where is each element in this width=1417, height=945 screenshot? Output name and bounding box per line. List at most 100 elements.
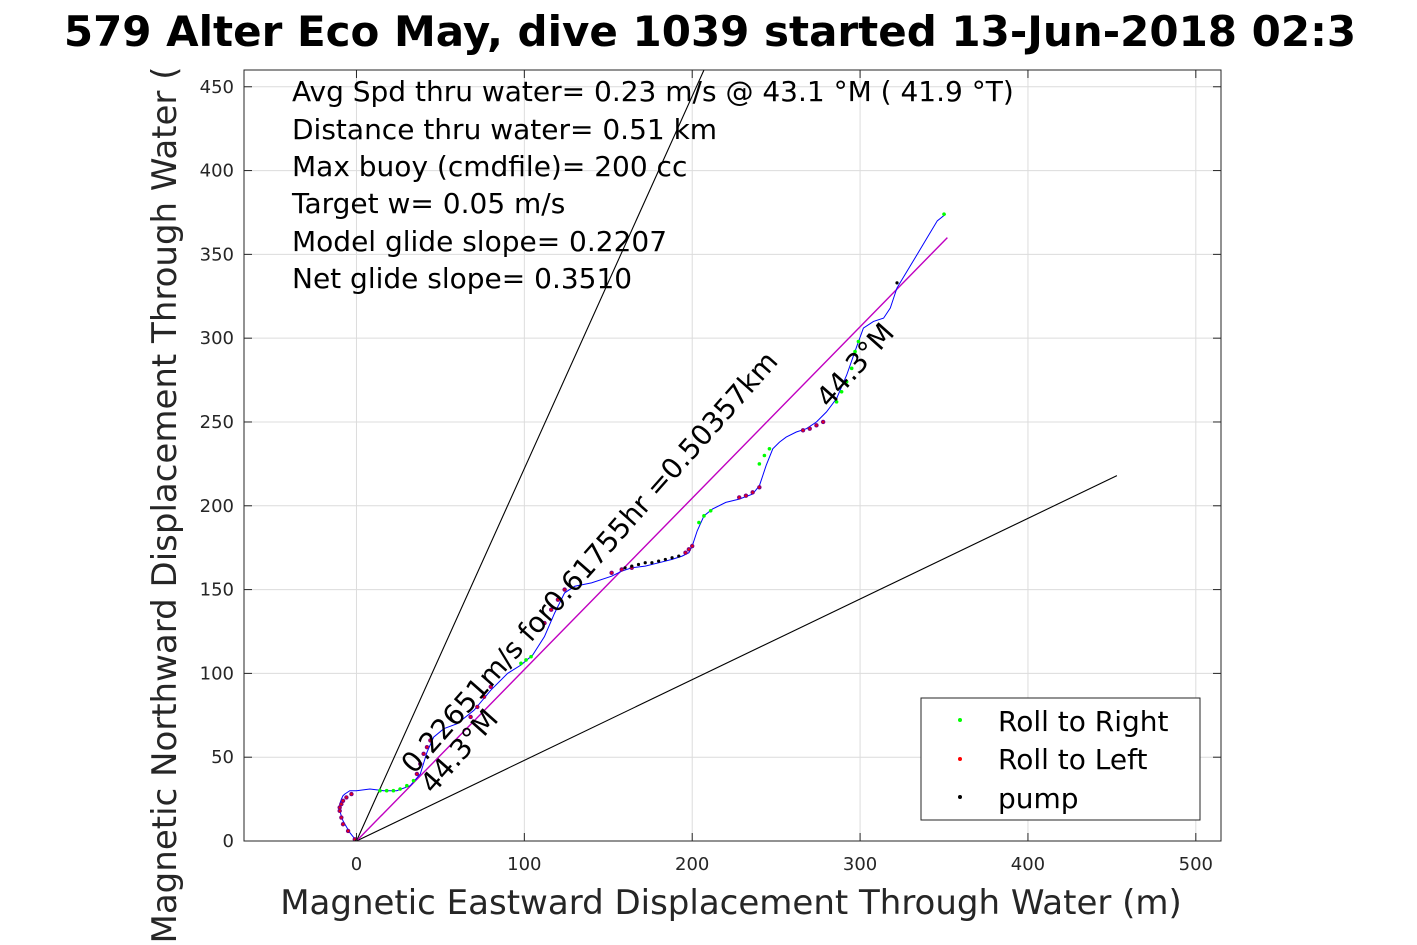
roll-left-marker bbox=[338, 806, 341, 809]
dive-stats: Avg Spd thru water= 0.23 m/s @ 43.1 °M (… bbox=[291, 75, 1014, 295]
roll-left-marker bbox=[340, 803, 343, 806]
track-labels: 0.22651m/s for0.61755hr =0.50357km 44.3°… bbox=[395, 316, 901, 799]
roll-left-marker bbox=[422, 752, 425, 755]
legend-roll-left-label: Roll to Left bbox=[998, 743, 1147, 776]
roll-left-marker bbox=[822, 420, 825, 423]
x-tick-label: 500 bbox=[1179, 854, 1213, 875]
mean-track-line bbox=[355, 237, 948, 841]
roll-left-marker bbox=[758, 486, 761, 489]
axes-frame bbox=[243, 69, 1222, 842]
roll-right-marker bbox=[529, 654, 533, 659]
roll-left-marker bbox=[556, 598, 559, 601]
roll-right-marker bbox=[702, 514, 706, 518]
roll-left-marker bbox=[340, 816, 343, 819]
y-tick-label: 100 bbox=[200, 663, 234, 684]
pump-marker bbox=[670, 556, 674, 560]
legend-pump-label: pump bbox=[998, 782, 1079, 815]
target-w-annotation: Target w= 0.05 m/s bbox=[291, 187, 565, 220]
roll-left-marker bbox=[563, 588, 566, 591]
roll-left-marker bbox=[738, 496, 741, 499]
grid-lines bbox=[244, 70, 1221, 842]
roll-right-marker bbox=[856, 339, 861, 344]
distance-annotation: Distance thru water= 0.51 km bbox=[292, 113, 717, 146]
roll-left-marker bbox=[543, 622, 546, 625]
roll-left-marker bbox=[815, 424, 818, 427]
roll-left-marker bbox=[419, 762, 422, 765]
y-tick-label: 0 bbox=[223, 831, 234, 852]
shallow-bound-line bbox=[356, 475, 1118, 841]
y-tick-label: 350 bbox=[200, 244, 234, 265]
legend: Roll to Right Roll to Left pump bbox=[920, 697, 1201, 821]
roll-right-marker bbox=[834, 400, 839, 404]
roll-left-marker bbox=[415, 772, 418, 775]
y-tick-label: 200 bbox=[200, 496, 234, 517]
y-tick-label: 300 bbox=[200, 328, 234, 349]
roll-left-marker bbox=[353, 838, 356, 841]
pump-marker bbox=[636, 562, 641, 567]
roll-right-marker bbox=[839, 390, 844, 394]
roll-left-marker bbox=[744, 494, 747, 497]
y-tick-label: 150 bbox=[200, 580, 234, 601]
pump-marker bbox=[895, 281, 899, 285]
roll-right-marker bbox=[697, 520, 701, 525]
y-tick-label: 250 bbox=[200, 412, 234, 433]
roll-left-marker bbox=[350, 793, 353, 796]
roll-right-marker bbox=[849, 366, 854, 371]
pump-marker bbox=[623, 566, 627, 570]
x-axis-label: Magnetic Eastward Displacement Through W… bbox=[280, 883, 1182, 923]
plot-area bbox=[337, 70, 1118, 841]
legend-roll-right-marker bbox=[958, 718, 962, 722]
roll-right-marker bbox=[405, 783, 409, 788]
roll-left-marker bbox=[429, 739, 432, 742]
roll-right-marker bbox=[767, 446, 772, 451]
roll-left-marker bbox=[342, 823, 345, 826]
roll-left-marker bbox=[425, 746, 428, 749]
avg-speed-annotation: Avg Spd thru water= 0.23 m/s @ 43.1 °M (… bbox=[292, 75, 1014, 108]
axis-ticks: 0 100 200 300 400 500 0 50 100 150 200 250 300 350 400… bbox=[200, 70, 1221, 875]
pump-marker bbox=[630, 564, 634, 568]
roll-left-marker bbox=[342, 799, 345, 802]
roll-left-marker bbox=[476, 705, 479, 708]
roll-right-marker bbox=[524, 658, 528, 662]
roll-left-marker bbox=[684, 551, 687, 554]
steep-bound-line bbox=[355, 70, 705, 841]
legend-roll-right-label: Roll to Right bbox=[998, 705, 1169, 738]
pump-marker bbox=[657, 559, 661, 563]
roll-left-marker bbox=[751, 491, 754, 494]
pump-marker bbox=[663, 557, 667, 562]
roll-left-marker bbox=[489, 685, 492, 688]
pump-marker bbox=[677, 554, 681, 558]
roll-left-marker bbox=[610, 571, 613, 574]
roll-right-marker bbox=[853, 349, 857, 354]
y-tick-label: 400 bbox=[200, 161, 234, 182]
roll-left-marker bbox=[802, 429, 805, 432]
x-tick-label: 300 bbox=[843, 854, 877, 875]
roll-right-marker bbox=[942, 212, 946, 216]
legend-box bbox=[920, 697, 1201, 821]
roll-right-marker bbox=[391, 788, 396, 793]
roll-right-marker bbox=[708, 509, 713, 513]
roll-right-marker bbox=[378, 788, 382, 793]
x-tick-label: 400 bbox=[1011, 854, 1045, 875]
roll-right-marker bbox=[757, 462, 762, 466]
model-glide-slope-annotation: Model glide slope= 0.2207 bbox=[292, 225, 667, 258]
net-glide-slope-annotation: Net glide slope= 0.3510 bbox=[292, 262, 632, 295]
legend-pump-marker bbox=[958, 795, 962, 799]
roll-left-marker bbox=[469, 715, 472, 718]
roll-left-marker bbox=[550, 608, 553, 611]
x-tick-label: 200 bbox=[675, 854, 709, 875]
pump-marker bbox=[650, 561, 654, 565]
y-tick-label: 50 bbox=[211, 747, 234, 768]
roll-right-marker bbox=[384, 788, 389, 793]
roll-right-marker bbox=[519, 661, 523, 666]
pump-marker bbox=[643, 561, 647, 565]
y-axis-label: Magnetic Northward Displacement Through … bbox=[145, 67, 185, 944]
roll-left-marker bbox=[691, 545, 694, 548]
y-tick-label: 450 bbox=[200, 77, 234, 98]
legend-roll-left-marker bbox=[958, 757, 962, 761]
roll-right-marker bbox=[411, 778, 416, 783]
roll-right-marker bbox=[844, 379, 849, 384]
max-buoy-annotation: Max buoy (cmdfile)= 200 cc bbox=[292, 150, 687, 183]
chart-title: 579 Alter Eco May, dive 1039 started 13-… bbox=[64, 7, 1356, 56]
